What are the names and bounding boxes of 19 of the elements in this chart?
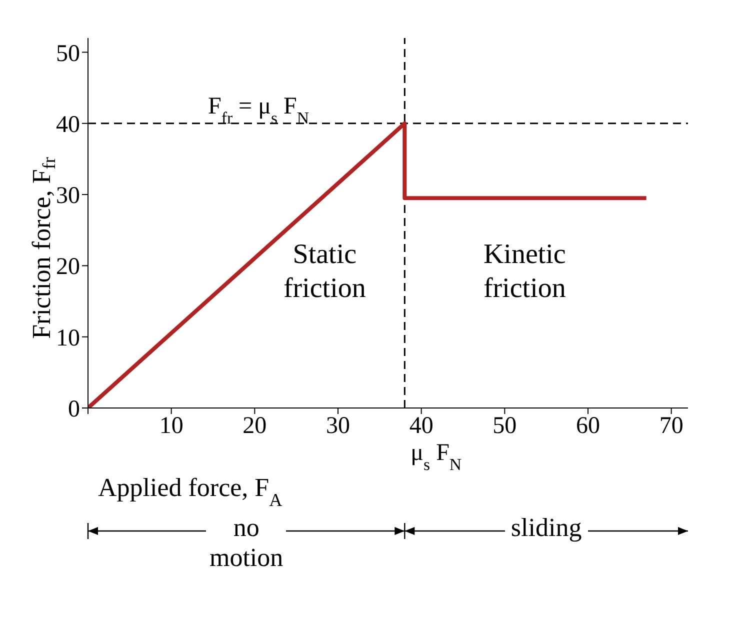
y-tick-label: 50 bbox=[56, 40, 80, 67]
x-tick-label: 50 bbox=[492, 413, 517, 440]
text: no motion bbox=[209, 513, 284, 572]
y-tick-label: 20 bbox=[56, 254, 80, 280]
x-tick-label: 10 bbox=[159, 413, 184, 440]
x-tick-label: 60 bbox=[576, 413, 600, 440]
x-axis-title: Applied force, F$_{A}$ bbox=[98, 473, 282, 510]
x-tick-label: 70 bbox=[659, 413, 684, 440]
y-tick-label: 10 bbox=[56, 325, 80, 352]
ref-line-label: μ$_{s}$ F$_{N}$ bbox=[410, 440, 462, 474]
x-tick-label: 40 bbox=[409, 413, 434, 440]
y-tick-label: 40 bbox=[56, 112, 80, 138]
annotation: Static friction bbox=[283, 239, 366, 304]
annotation: Kinetic friction bbox=[483, 239, 566, 304]
y-tick-label: 0 bbox=[68, 396, 80, 423]
x-tick-label: 20 bbox=[242, 413, 267, 440]
text: sliding bbox=[510, 513, 582, 542]
y-tick-label: 30 bbox=[56, 183, 80, 210]
x-tick-label: 30 bbox=[326, 413, 350, 440]
